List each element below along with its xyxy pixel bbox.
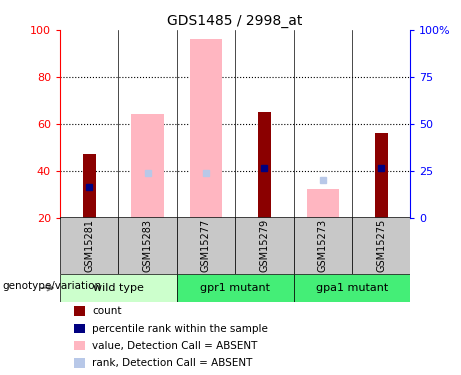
Text: count: count [92,306,122,316]
Text: wild type: wild type [93,283,144,293]
Title: GDS1485 / 2998_at: GDS1485 / 2998_at [167,13,303,28]
Bar [235,217,294,274]
Bar [307,189,339,217]
Text: genotype/variation: genotype/variation [2,281,101,291]
Text: gpr1 mutant: gpr1 mutant [200,283,270,293]
Text: GSM15279: GSM15279 [259,219,269,272]
Bar [83,154,95,218]
Text: GSM15281: GSM15281 [84,219,94,272]
Bar [177,217,235,274]
Text: GSM15283: GSM15283 [142,219,153,272]
Bar [190,39,222,218]
Bar [375,133,388,218]
Text: value, Detection Call = ABSENT: value, Detection Call = ABSENT [92,341,258,351]
Text: GSM15275: GSM15275 [376,219,386,272]
Bar [118,217,177,274]
Bar [177,274,294,302]
Bar [258,112,271,218]
Bar [352,217,410,274]
Bar [131,114,164,218]
Bar [294,217,352,274]
Text: gpa1 mutant: gpa1 mutant [316,283,388,293]
Bar [60,274,177,302]
Text: rank, Detection Call = ABSENT: rank, Detection Call = ABSENT [92,358,253,368]
Text: GSM15277: GSM15277 [201,219,211,272]
Bar [294,274,410,302]
Text: percentile rank within the sample: percentile rank within the sample [92,324,268,333]
Text: GSM15273: GSM15273 [318,219,328,272]
Bar [60,217,118,274]
